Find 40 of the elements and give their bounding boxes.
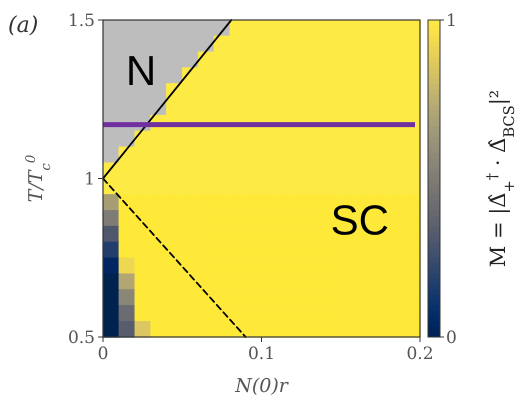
point xyxy=(182,289,199,306)
point xyxy=(388,320,405,338)
point xyxy=(277,320,294,338)
y-tick-label: 1 xyxy=(84,170,95,190)
point xyxy=(372,320,389,338)
annotation: N xyxy=(126,46,156,94)
x-tick-label: 0.1 xyxy=(248,344,276,364)
point xyxy=(118,242,136,258)
point xyxy=(118,320,136,338)
point xyxy=(404,194,421,211)
text: (a) xyxy=(8,13,38,38)
y-tick-label: 1.5 xyxy=(68,11,95,31)
point xyxy=(150,320,168,338)
point xyxy=(214,320,230,338)
point xyxy=(261,320,278,338)
point xyxy=(404,258,421,274)
point xyxy=(308,320,326,338)
point xyxy=(404,242,421,258)
point xyxy=(150,305,168,322)
x-axis-title: N(0)r xyxy=(234,375,290,397)
point xyxy=(404,305,421,322)
point xyxy=(404,289,421,306)
x-tick-label: 0.2 xyxy=(406,344,434,364)
point xyxy=(324,320,342,338)
point xyxy=(118,226,136,243)
point xyxy=(118,305,136,322)
point xyxy=(118,258,136,274)
point xyxy=(404,226,421,243)
x-tick-label: 0 xyxy=(98,344,108,364)
color-bar-label: 1 xyxy=(446,11,457,31)
point xyxy=(214,289,230,306)
point xyxy=(230,305,246,322)
point xyxy=(404,320,421,338)
point xyxy=(118,289,136,306)
color-bar-label: 0 xyxy=(446,328,457,348)
point xyxy=(340,320,358,338)
y-tick-label: 0.5 xyxy=(68,328,95,348)
point xyxy=(182,320,199,338)
point xyxy=(166,320,183,338)
annotation: SC xyxy=(330,196,389,244)
